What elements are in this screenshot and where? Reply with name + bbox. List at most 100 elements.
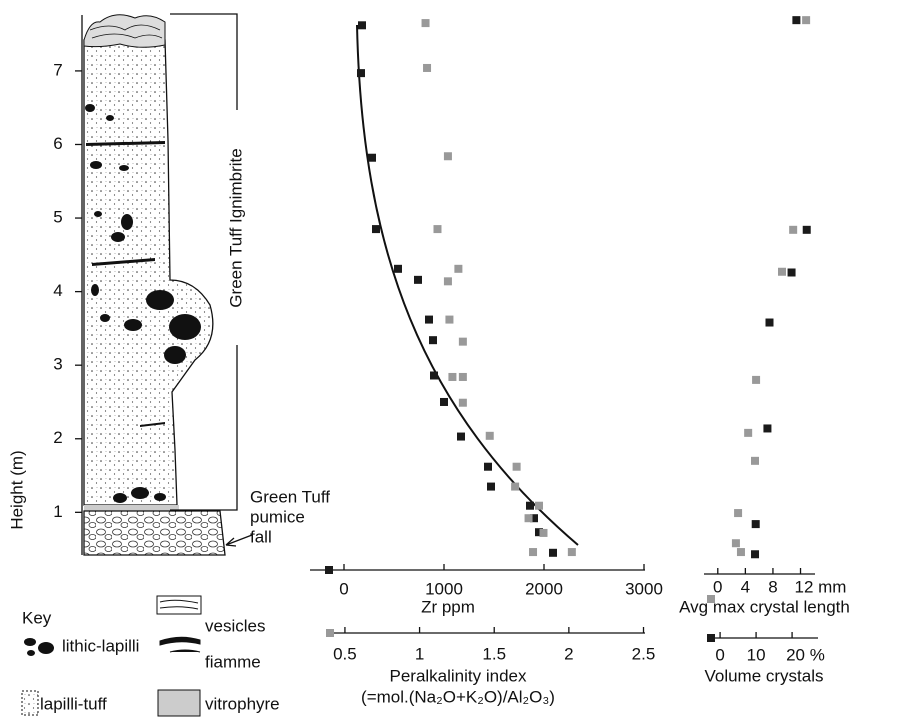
point bbox=[368, 153, 376, 162]
point bbox=[484, 462, 492, 471]
x-axis-title: Zr ppm bbox=[421, 597, 475, 616]
point bbox=[529, 548, 538, 557]
fall-label: fall bbox=[250, 527, 272, 546]
point bbox=[736, 548, 745, 557]
x-tick-label: 0.5 bbox=[333, 644, 357, 663]
key-icon bbox=[21, 595, 202, 717]
unit-label: Green Tuff Ignimbrite bbox=[226, 148, 245, 307]
point bbox=[421, 19, 430, 28]
x-tick-label: 20 % bbox=[786, 645, 825, 664]
x-tick-label: 2.5 bbox=[632, 644, 656, 663]
point bbox=[425, 315, 433, 324]
x-tick-label: 1.5 bbox=[482, 644, 506, 663]
point bbox=[524, 514, 533, 523]
y-tick-label: 2 bbox=[53, 428, 62, 447]
x-tick-label: 0 bbox=[339, 579, 348, 598]
point bbox=[445, 315, 454, 324]
y-tick-label: 5 bbox=[53, 208, 62, 227]
key-label: lithic-lapilli bbox=[62, 636, 139, 655]
x-tick-label: 1000 bbox=[425, 579, 463, 598]
point bbox=[751, 550, 760, 559]
point bbox=[526, 501, 534, 510]
point bbox=[802, 16, 811, 25]
point bbox=[751, 456, 759, 465]
x-tick-label: 10 bbox=[747, 645, 766, 664]
point bbox=[567, 548, 576, 557]
point bbox=[454, 264, 463, 273]
fall-label: pumice bbox=[250, 507, 305, 526]
point bbox=[535, 501, 544, 510]
x-tick-label: 4 bbox=[741, 577, 750, 596]
point bbox=[765, 318, 774, 327]
point bbox=[429, 336, 437, 345]
point bbox=[752, 375, 761, 384]
point bbox=[549, 548, 557, 557]
y-tick-label: 1 bbox=[53, 502, 62, 521]
y-tick-label: 3 bbox=[53, 355, 62, 374]
x-tick-label: 0 bbox=[715, 645, 724, 664]
point bbox=[443, 277, 452, 286]
point bbox=[512, 462, 521, 471]
point bbox=[539, 528, 548, 537]
axis-marker bbox=[326, 629, 334, 637]
x-tick-label: 12 mm bbox=[795, 577, 847, 596]
x-axis-title: Volume crystals bbox=[704, 666, 823, 685]
point bbox=[394, 264, 402, 273]
point bbox=[535, 528, 543, 537]
point bbox=[433, 225, 442, 234]
point bbox=[778, 267, 786, 276]
point bbox=[372, 225, 380, 234]
column bbox=[83, 14, 226, 556]
y-tick-label: 7 bbox=[53, 60, 62, 79]
point bbox=[530, 514, 538, 523]
key-label: lapilli-tuff bbox=[40, 694, 107, 713]
x-tick-label: 0 bbox=[713, 577, 722, 596]
unit-bracket bbox=[170, 13, 238, 511]
point bbox=[414, 275, 422, 284]
key-label: fiamme bbox=[205, 652, 261, 671]
point bbox=[430, 371, 438, 380]
x-axis-subtitle: (=mol.(Na₂O+K₂O)/Al₂O₃) bbox=[361, 687, 555, 706]
key-title: Key bbox=[22, 608, 52, 627]
point bbox=[457, 432, 465, 441]
point bbox=[357, 69, 365, 78]
y-tick-label: 4 bbox=[53, 281, 62, 300]
arrow bbox=[225, 534, 253, 547]
point bbox=[792, 16, 801, 25]
x-axis-title: Peralkalinity index bbox=[389, 666, 527, 685]
point bbox=[734, 509, 743, 518]
point bbox=[789, 225, 798, 234]
point bbox=[744, 428, 753, 437]
x-tick-label: 3000 bbox=[625, 579, 663, 598]
fall-label: Green Tuff bbox=[250, 487, 330, 506]
point bbox=[485, 431, 494, 440]
key-label: vitrophyre bbox=[205, 694, 280, 713]
fit-curve bbox=[356, 24, 579, 546]
point bbox=[787, 268, 796, 277]
point bbox=[448, 372, 457, 381]
x-axis-title: Avg max crystal length bbox=[679, 597, 850, 616]
axis-marker bbox=[325, 566, 333, 574]
point bbox=[458, 337, 467, 346]
point bbox=[458, 372, 467, 381]
x-tick-label: 8 bbox=[768, 577, 777, 596]
x-tick-label: 2000 bbox=[525, 579, 563, 598]
point bbox=[731, 539, 740, 548]
point bbox=[358, 21, 366, 30]
point bbox=[511, 482, 520, 491]
point bbox=[751, 520, 760, 529]
point bbox=[440, 397, 448, 406]
y-axis-title: Height (m) bbox=[7, 450, 26, 529]
point bbox=[443, 152, 452, 161]
axis-marker bbox=[707, 595, 715, 603]
point bbox=[802, 225, 811, 234]
x-tick-label: 1 bbox=[415, 644, 424, 663]
point bbox=[487, 482, 495, 491]
point bbox=[423, 63, 432, 72]
point bbox=[458, 398, 467, 407]
axis-marker bbox=[707, 634, 715, 642]
key-label: vesicles bbox=[205, 616, 265, 635]
point bbox=[763, 424, 772, 433]
